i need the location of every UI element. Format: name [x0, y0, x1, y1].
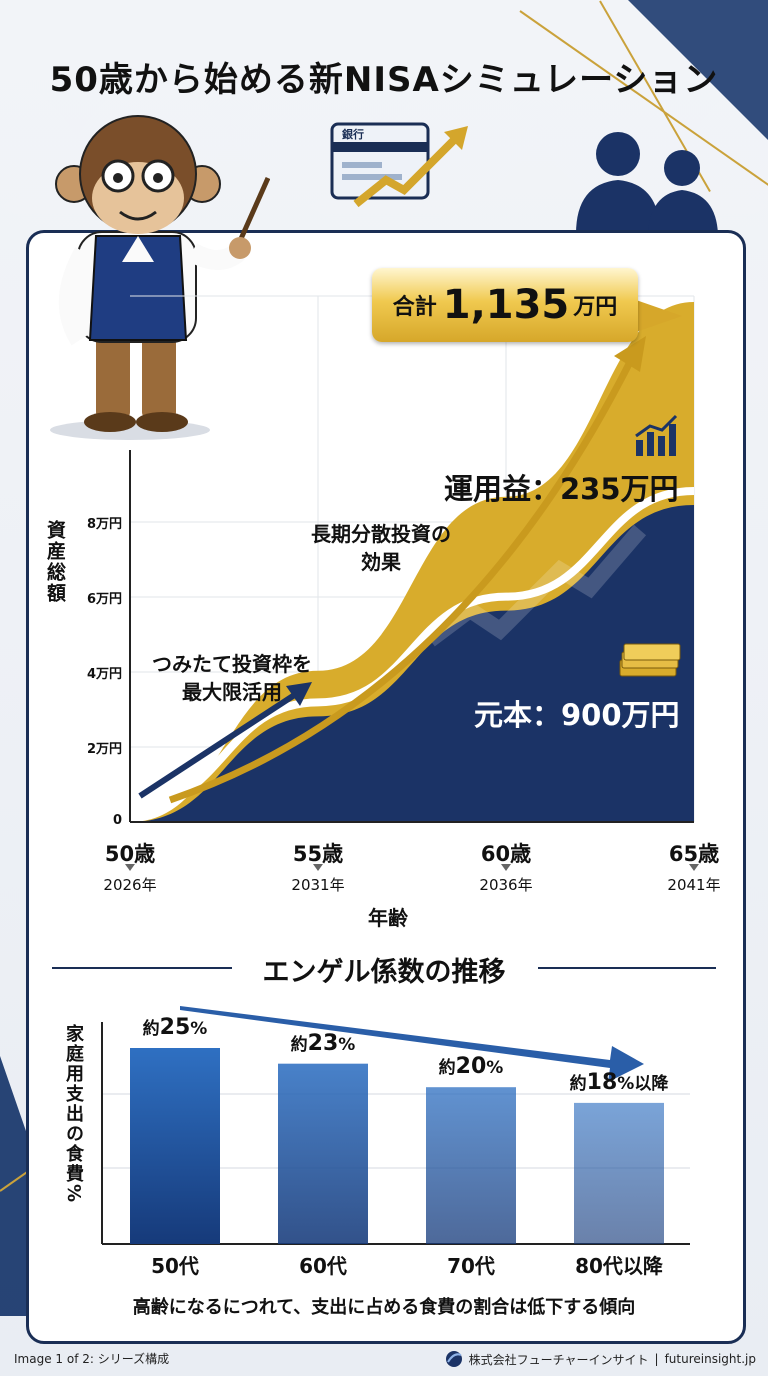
- engel-value-label: 約18%以降: [549, 1069, 689, 1095]
- growth-zigzag-arrow: [425, 524, 647, 647]
- divider-line: [538, 967, 716, 969]
- couple-silhouette-icon: [576, 132, 718, 234]
- engel-y-axis-title: 家庭用支出の食費%: [63, 1024, 84, 1205]
- engel-value-suf: %: [486, 1058, 504, 1079]
- engel-category-label: 80代以降: [575, 1254, 663, 1278]
- engel-value-suf: %以降: [617, 1073, 669, 1094]
- x-tick-marker: [125, 864, 135, 871]
- y-tick-label: 2万円: [86, 742, 122, 757]
- x-tick-age: 60歳: [480, 842, 532, 866]
- gain-label: 運用益：235万円: [444, 472, 679, 506]
- total-amount-callout: 合計 1,135 万円: [372, 268, 638, 342]
- corner-decoration: [628, 0, 768, 140]
- principal-area: [130, 505, 694, 822]
- annotation-line: 効果: [361, 550, 401, 574]
- engel-bar: [426, 1087, 516, 1244]
- x-tick-marker: [501, 864, 511, 871]
- engel-value-suf: %: [338, 1034, 356, 1055]
- x-tick-year: 2026年: [103, 876, 157, 894]
- y-tick-label: 8万円: [86, 517, 122, 532]
- bank-growth-icon: [330, 122, 468, 208]
- page-title: 50歳から始める新NISAシミュレーション: [49, 60, 719, 100]
- x-tick-year: 2036年: [479, 876, 533, 894]
- curve-highlight: [129, 487, 695, 812]
- total-unit: 万円: [573, 295, 618, 320]
- y-tick-label: 0: [112, 813, 122, 828]
- engel-caption: 高齢になるにつれて、支出に占める食費の割合は低下する傾向: [132, 1297, 636, 1318]
- total-prefix: 合計: [392, 295, 437, 320]
- x-tick-age: 55歳: [292, 842, 344, 866]
- engel-value-num: 25: [159, 1015, 191, 1040]
- footer-separator: |: [654, 1352, 659, 1366]
- bar-chart-icon: [635, 414, 678, 456]
- annotation-line: 長期分散投資の: [311, 522, 451, 546]
- asset-growth-chart: [129, 295, 695, 823]
- annotation-line: 最大限活用: [182, 680, 282, 704]
- engel-category-label: 60代: [299, 1254, 347, 1278]
- company-logo-icon: [445, 1351, 462, 1367]
- money-stack-icon: [619, 643, 681, 677]
- small-blue-arrow-head: [286, 682, 312, 706]
- footer-image-counter: Image 1 of 2: シリーズ構成: [14, 1352, 170, 1366]
- engel-value-num: 20: [455, 1054, 487, 1080]
- x-tick-year: 2031年: [291, 876, 345, 894]
- x-axis-title: 年齢: [368, 906, 408, 930]
- engel-value-pre: 約: [569, 1073, 587, 1094]
- company-name: 株式会社フューチャーインサイト: [468, 1352, 649, 1367]
- engel-bar: [574, 1102, 664, 1244]
- y-tick-label: 4万円: [86, 667, 122, 682]
- x-tick-year: 2041年: [667, 876, 721, 894]
- engel-bar-chart: [101, 1006, 690, 1245]
- total-value: 1,135: [442, 282, 570, 328]
- engel-value-label: 約23%: [253, 1030, 393, 1056]
- engel-value-pre: 約: [438, 1058, 456, 1079]
- annotation-tsumitate: つみたて投資枠を 最大限活用: [132, 650, 332, 706]
- big-gold-arrow-head: [614, 336, 646, 372]
- engel-value-label: 約25%: [105, 1014, 245, 1040]
- engel-bar: [278, 1063, 368, 1244]
- engel-section-title: エンゲル係数の推移: [262, 957, 506, 988]
- bank-icon-label: 銀行: [342, 128, 364, 141]
- divider-line: [52, 967, 232, 969]
- x-tick-age: 65歳: [668, 842, 720, 866]
- engel-value-pre: 約: [290, 1034, 308, 1055]
- y-tick-label: 6万円: [86, 592, 122, 607]
- big-gold-arrow: [168, 356, 636, 804]
- callout-tail: [636, 300, 682, 332]
- small-blue-arrow: [138, 691, 298, 799]
- engel-value-num: 23: [307, 1030, 339, 1056]
- engel-category-label: 50代: [151, 1254, 199, 1278]
- engel-value-label: 約20%: [401, 1053, 541, 1079]
- annotation-diversification: 長期分散投資の 効果: [286, 520, 476, 576]
- x-tick-marker: [689, 864, 699, 871]
- x-tick-age: 50歳: [104, 842, 156, 866]
- engel-value-suf: %: [190, 1019, 208, 1039]
- y-axis-title: 資産総額: [44, 520, 66, 604]
- engel-category-label: 70代: [447, 1254, 495, 1278]
- footer-credit: 株式会社フューチャーインサイト | futureinsight.jp: [445, 1350, 756, 1368]
- monkey-teacher-illustration: [50, 115, 270, 440]
- engel-bar: [130, 1048, 220, 1244]
- annotation-line: つみたて投資枠を: [152, 652, 312, 676]
- decline-trend-arrow: [180, 1006, 644, 1082]
- website-link[interactable]: futureinsight.jp: [664, 1352, 756, 1366]
- x-tick-marker: [313, 864, 323, 871]
- engel-value-num: 18: [586, 1069, 618, 1095]
- principal-label: 元本：900万円: [474, 698, 680, 732]
- engel-value-pre: 約: [142, 1019, 160, 1039]
